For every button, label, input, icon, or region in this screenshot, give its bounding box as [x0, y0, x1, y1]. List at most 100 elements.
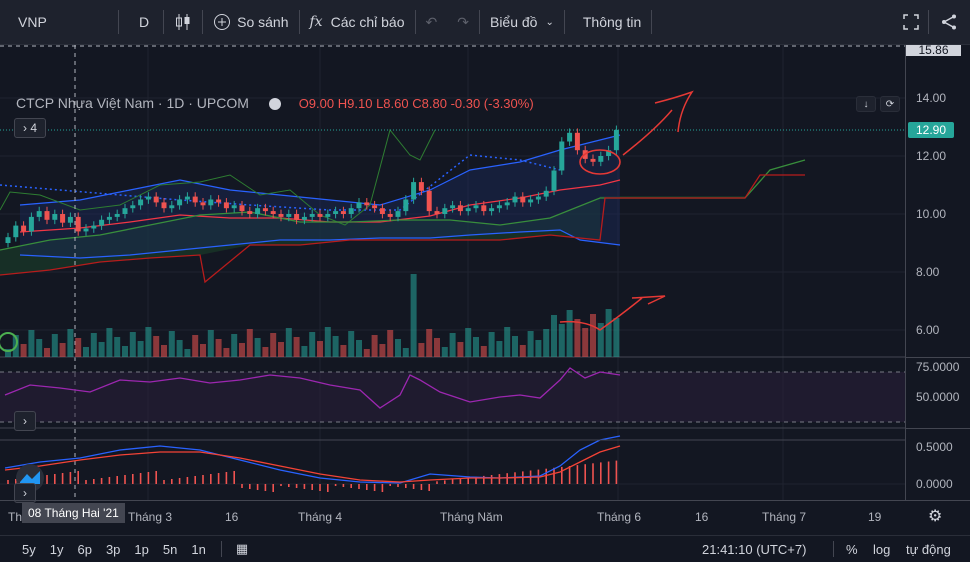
candle-body: [21, 225, 27, 232]
volume-bar: [535, 340, 542, 357]
indicators-expand-button[interactable]: › 4: [14, 118, 46, 138]
candle-body: [44, 211, 50, 220]
candle-body: [247, 211, 253, 214]
candle-body: [239, 205, 245, 212]
candle-body: [262, 208, 268, 212]
share-button[interactable]: [930, 0, 968, 44]
settings-gear-button[interactable]: ⚙: [928, 506, 942, 526]
macd-hist-bar: [77, 471, 79, 484]
volume-bar: [246, 329, 253, 357]
macd-hist-bar: [350, 484, 352, 488]
annotation-arrow-up: [622, 90, 694, 156]
candle-body: [559, 141, 565, 171]
range-1n[interactable]: 1n: [191, 541, 206, 557]
macd-hist-bar: [436, 481, 438, 484]
info-button[interactable]: Thông tin: [565, 0, 651, 44]
candle-body: [613, 129, 619, 151]
log-toggle[interactable]: log: [873, 541, 891, 557]
candle-body: [52, 214, 58, 220]
candle-body: [520, 196, 526, 203]
volume-bar: [473, 337, 479, 357]
range-6p[interactable]: 6p: [77, 541, 92, 557]
candle-body: [223, 202, 229, 209]
candles-style-button[interactable]: [164, 0, 202, 44]
macd-hist-bar: [506, 473, 508, 484]
price-tick: 12.00: [916, 149, 947, 163]
indicator-marker-icon: [0, 332, 18, 352]
candle-body: [348, 208, 354, 214]
candle-body: [395, 211, 401, 217]
volume-bar: [434, 338, 440, 357]
volume-bar: [278, 342, 284, 357]
price-axis[interactable]: 15.86 14.00 12.00 10.00 8.00 6.00 12.90 …: [905, 45, 970, 500]
candle-body: [294, 214, 300, 220]
compare-button[interactable]: So sánh: [203, 0, 298, 44]
volume-bar: [98, 342, 105, 357]
volume-bar: [488, 332, 495, 357]
volume-bar: [566, 310, 573, 357]
macd-hist-bar: [93, 479, 95, 484]
volume-bar: [441, 347, 448, 357]
macd-expand-button[interactable]: ›: [14, 483, 36, 503]
divider: [833, 541, 834, 557]
candle-body: [535, 196, 541, 200]
macd-hist-bar: [132, 474, 134, 484]
volume-bar: [332, 336, 339, 357]
macd-hist-bar: [327, 484, 329, 492]
plus-circle-icon: [214, 14, 231, 30]
volume-bar: [270, 333, 277, 357]
range-1y[interactable]: 1y: [49, 541, 64, 557]
volume-bar: [605, 309, 612, 357]
percent-toggle[interactable]: %: [846, 541, 858, 557]
volume-bar: [410, 274, 417, 357]
scroll-down-button[interactable]: ↓: [856, 96, 876, 112]
time-tick-cut: Th: [8, 510, 23, 524]
fullscreen-button[interactable]: [892, 0, 930, 44]
indicators-button[interactable]: fx Các chỉ báo: [300, 0, 415, 44]
pane-settings-button[interactable]: ⟳: [880, 96, 900, 112]
undo-icon: ↶: [425, 13, 438, 30]
candle-body: [83, 228, 89, 232]
candle-body: [411, 182, 417, 200]
interval-button[interactable]: D: [119, 0, 163, 44]
legend-toggle-icon[interactable]: [268, 98, 281, 111]
macd-hist-bar: [584, 464, 586, 484]
redo-button[interactable]: ↷: [447, 0, 479, 44]
range-5y[interactable]: 5y: [22, 541, 36, 557]
candle-body: [481, 205, 487, 212]
utc-clock[interactable]: 21:41:10 (UTC+7): [702, 541, 807, 557]
range-1p[interactable]: 1p: [134, 541, 149, 557]
range-3p[interactable]: 3p: [105, 541, 121, 557]
candle-body: [91, 225, 97, 229]
goto-date-button[interactable]: ▦: [230, 541, 254, 557]
candle-body: [551, 170, 557, 191]
candle-body: [317, 214, 323, 217]
volume-bar: [137, 341, 144, 357]
undo-button[interactable]: ↶: [416, 0, 448, 44]
candle-body: [528, 199, 534, 203]
symbol-search-button[interactable]: VNP: [0, 0, 118, 44]
time-axis[interactable]: Th 08 Tháng Hai '21 Tháng 3 16 Tháng 4 T…: [0, 500, 970, 529]
macd-hist-bar: [116, 476, 118, 484]
auto-toggle[interactable]: tự động: [906, 541, 951, 557]
ohlc-low: L8.60: [376, 96, 409, 111]
candle-body: [496, 205, 502, 209]
candle-body: [450, 205, 456, 209]
chart-type-menu[interactable]: Biểu đồ ⌄: [480, 0, 564, 44]
range-5n[interactable]: 5n: [162, 541, 178, 557]
divider: [220, 541, 222, 557]
volume-bar: [543, 329, 550, 357]
volume-bar: [36, 339, 43, 357]
candle-body: [457, 205, 463, 212]
refresh-icon: ⟳: [885, 98, 895, 110]
chart-area[interactable]: CTCP Nhựa Việt Nam · 1D · UPCOM O9.00 H9…: [0, 45, 905, 503]
candle-body: [512, 196, 518, 203]
candle-body: [387, 214, 393, 217]
rsi-expand-button[interactable]: ›: [14, 411, 36, 431]
volume-bar: [387, 330, 394, 357]
macd-hist-bar: [217, 473, 220, 484]
macd-hist-bar: [358, 484, 360, 489]
volume-bar: [200, 344, 206, 357]
candle-body: [67, 216, 73, 223]
macd-hist-bar: [147, 472, 150, 484]
